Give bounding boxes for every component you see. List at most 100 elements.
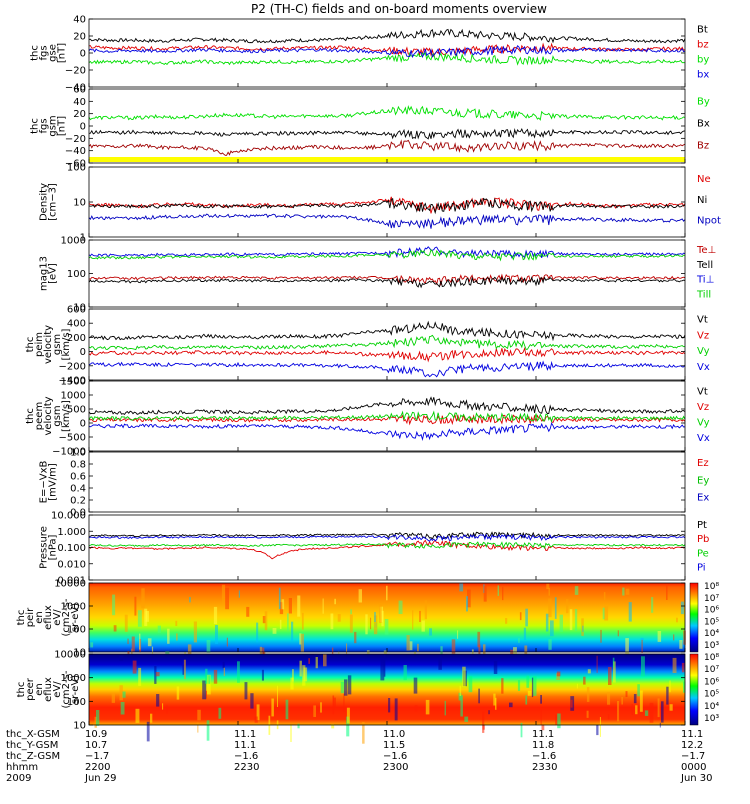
x-axis-column-value: 2230	[234, 762, 259, 773]
spectrogram-streak	[137, 610, 142, 627]
spectrogram-streak	[297, 723, 300, 729]
spectrogram-streak	[208, 675, 211, 684]
y-axis-label-line: thc	[16, 610, 27, 626]
spectrogram-streak	[502, 586, 504, 601]
spectrogram-streak	[607, 692, 611, 705]
spectrogram-streak	[429, 628, 432, 636]
spectrogram-streak	[261, 669, 264, 681]
spectrogram-streak	[683, 630, 686, 645]
spectrogram-streak	[493, 661, 498, 674]
y-axis-label-line: eflux	[43, 677, 54, 702]
series-line-fgs_gse-2	[88, 51, 686, 66]
y-axis-label-line: mag13	[39, 256, 50, 291]
spectrogram-streak	[554, 597, 557, 619]
spectrogram-streak	[608, 667, 612, 685]
y-tick-label: 0	[80, 419, 86, 430]
legend-pressure-3: Pi	[697, 563, 706, 574]
y-axis-label-peer_en_eflux: thcpeerenefluxeV/(cm2-s-sr-eV)	[16, 670, 81, 708]
y-tick-label: 0.010	[57, 559, 86, 570]
legend-temperature-1: Tell	[696, 260, 713, 271]
x-axis-row-label: 2009	[6, 773, 31, 784]
colorbar-tick-label: 10⁸	[704, 653, 719, 663]
legend-efield-0: Ez	[697, 458, 709, 469]
spectrogram-streak	[497, 585, 499, 596]
panel-temperature: Te⊥ Tell Ti⊥ Till 1000 100 10 mag13[eV]	[39, 236, 717, 314]
y-axis-label-line: gsm	[52, 405, 63, 426]
y-tick-label: 200	[67, 333, 86, 344]
spectrogram-streak	[574, 609, 578, 631]
spectrogram-streak	[587, 669, 591, 674]
y-tick-label: 0	[80, 49, 86, 60]
y-tick-label: 100	[67, 625, 86, 636]
spectrogram-streak	[417, 643, 419, 652]
y-tick-label: 0.6	[70, 472, 86, 483]
spectrogram-streak	[90, 642, 94, 648]
spectrogram-streak	[272, 628, 277, 634]
series-line-fgs_gsm-2	[88, 139, 686, 156]
panel-pressure: Pt Pb Pe Pi 10.000 1.000 0.100 0.010 0.001 Pressu…	[39, 511, 710, 587]
y-tick-label: 10000	[54, 579, 86, 590]
spectrogram-streak	[462, 666, 466, 687]
legend-temperature-0: Te⊥	[696, 245, 716, 256]
spectrogram-streak	[524, 645, 528, 658]
y-tick-label: 0.4	[70, 484, 86, 495]
spectrogram-streak	[206, 639, 211, 653]
series-line-peem_velocity-0	[88, 396, 686, 415]
spectrogram-streak	[223, 667, 225, 677]
spectrogram-streak	[582, 625, 584, 632]
y-tick-label: 1.000	[57, 527, 86, 538]
spectrogram-streak	[175, 620, 178, 626]
spectrogram-streak	[413, 677, 418, 694]
spectrogram-streak	[419, 610, 421, 622]
spectrogram-streak	[394, 698, 398, 721]
spectrogram-streak	[621, 697, 623, 705]
y-axis-label-peem_velocity: thcpeemvelocitygsm[km/s]	[25, 396, 72, 435]
y-tick-label: 10	[73, 721, 86, 732]
spectrogram-streak	[374, 612, 376, 622]
spectrogram-streak	[246, 606, 250, 617]
y-axis-label-line: eV/	[52, 609, 63, 626]
y-axis-label-line: thc	[30, 45, 41, 61]
panel-peir_en_eflux: 10⁸10⁷10⁶10⁵10⁴10³10000100010010thcpeire…	[16, 579, 719, 672]
spectrogram-streak	[548, 639, 552, 650]
spectrogram-streak	[183, 659, 186, 680]
legend-pressure-0: Pt	[697, 520, 707, 531]
y-axis-label-line: gsm	[48, 115, 59, 136]
spectrogram-streak	[346, 643, 348, 658]
spectrogram-streak	[457, 630, 459, 639]
spectrogram-streak	[135, 708, 140, 723]
y-tick-label: −500	[59, 433, 86, 444]
spectrogram-streak	[119, 685, 123, 701]
series-line-peem_velocity-2	[88, 410, 686, 424]
spectrogram-streak	[483, 644, 486, 663]
spectrogram-streak	[672, 657, 677, 673]
legend-pressure-1: Pb	[697, 534, 709, 545]
spectrogram-streak	[300, 633, 304, 652]
spectrogram-streak	[259, 646, 262, 660]
spectrogram-streak	[438, 656, 442, 670]
spectrogram-streak	[221, 584, 226, 604]
spectrogram-streak	[373, 615, 378, 635]
spectrogram-streak	[379, 602, 382, 623]
series-line-peim_velocity-0	[88, 320, 686, 342]
y-axis-label-line: [nT]	[57, 116, 68, 136]
legend-fgs_gsm-1: Bx	[697, 119, 710, 130]
colorbar-tick-label: 10³	[704, 641, 719, 651]
spectrogram-streak	[509, 702, 513, 708]
x-axis-row-label: thc_X-GSM	[6, 729, 60, 740]
legend-fgs_gse-1: bz	[697, 39, 709, 50]
legend-temperature-2: Ti⊥	[696, 275, 714, 286]
legend-peem_velocity-3: Vx	[697, 433, 710, 444]
spectrogram-streak	[147, 638, 152, 647]
spectrogram-streak	[281, 599, 285, 610]
y-tick-label: 40	[73, 15, 86, 26]
spectrogram-streak	[218, 707, 222, 719]
spectrogram-streak	[673, 634, 675, 641]
spectrogram-streak	[388, 698, 391, 713]
spectrogram-streak	[527, 690, 532, 696]
spectrogram-streak	[111, 693, 115, 703]
panel-peem_velocity: Vt Vz Vy Vx 1500 1000 500 0 −500 −1000 thcpeemvelo…	[25, 377, 710, 458]
